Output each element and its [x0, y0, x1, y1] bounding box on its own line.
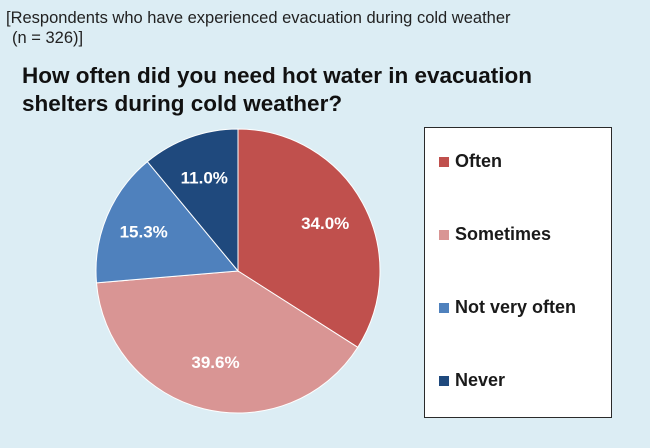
subtitle-line-1: [Respondents who have experienced evacua…	[6, 9, 511, 27]
legend-label-not-very-often: Not very often	[455, 297, 577, 317]
subtitle-line-2: (n = 326)]	[12, 29, 84, 47]
data-label-not-very-often: 15.3%	[120, 222, 168, 241]
data-label-sometimes: 39.6%	[191, 353, 239, 372]
title-line-2: shelters during cold weather?	[22, 91, 343, 116]
data-label-often: 34.0%	[301, 214, 349, 233]
legend-label-sometimes: Sometimes	[455, 224, 552, 244]
pie-slice-not-very-often	[95, 160, 239, 284]
chart-subtitle: [Respondents who have experienced evacua…	[6, 8, 606, 48]
legend-swatch-sometimes	[439, 229, 449, 240]
title-line-1: How often did you need hot water in evac…	[22, 63, 533, 88]
legend-label-often: Often	[455, 151, 502, 171]
legend-item-sometimes: Sometimes	[439, 224, 551, 245]
legend-item-not-very-often: Not very often	[439, 297, 576, 318]
legend-item-never: Never	[439, 370, 505, 391]
legend-label-never: Never	[455, 370, 506, 390]
legend-swatch-often	[439, 156, 449, 167]
legend-swatch-never	[439, 375, 449, 386]
pie-slice-never	[146, 128, 239, 273]
chart-title: How often did you need hot water in evac…	[22, 62, 612, 118]
data-label-never: 11.0%	[181, 169, 228, 188]
pie-slice-often	[237, 128, 381, 349]
chart-legend: Often Sometimes Not very often Never	[424, 127, 612, 418]
legend-swatch-not-very-often	[439, 302, 449, 313]
pie-slice-sometimes	[95, 270, 359, 414]
legend-item-often: Often	[439, 151, 502, 172]
